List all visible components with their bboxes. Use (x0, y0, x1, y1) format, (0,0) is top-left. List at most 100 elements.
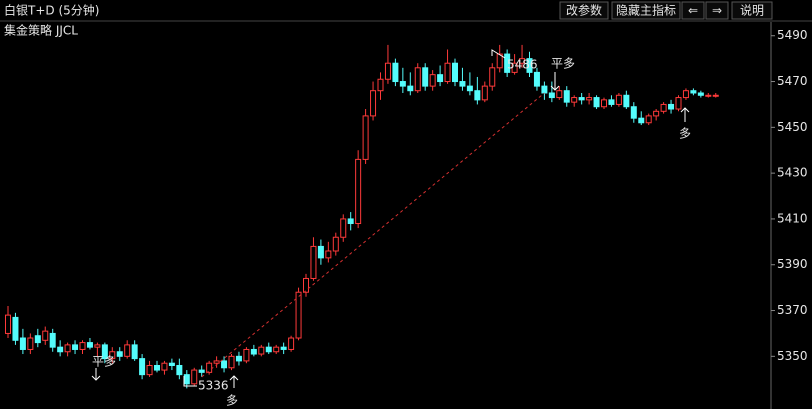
candle-body (705, 94, 712, 97)
y-tick-label: 5470 (777, 74, 808, 88)
candle-body (139, 358, 146, 376)
annotation: 5486 (507, 58, 538, 72)
toolbar-button[interactable] (731, 1, 773, 20)
toolbar-button[interactable] (611, 1, 681, 20)
y-tick-label: 5430 (777, 166, 808, 180)
candle-body (64, 344, 71, 353)
y-tick-label: 5350 (777, 349, 808, 363)
candle-body (161, 362, 168, 371)
candle-body (347, 218, 354, 225)
candle-body (638, 117, 645, 124)
toolbar-button-label[interactable]: 改参数 (566, 3, 602, 18)
candle-body (168, 362, 175, 366)
annotation-arrow (550, 72, 560, 91)
candle-body (42, 330, 49, 341)
candle-body (116, 351, 123, 357)
candle-body (273, 346, 280, 353)
candle-body (623, 94, 630, 108)
candle-body (414, 67, 421, 92)
candle-body (563, 90, 570, 103)
candle-body (303, 277, 309, 293)
candle-body (265, 346, 272, 353)
candle-body (317, 245, 324, 259)
candle-body (384, 62, 391, 80)
toolbar-button-label[interactable]: 说明 (740, 3, 764, 18)
candle-body (377, 78, 384, 92)
candle-body (206, 362, 213, 373)
candle-body (280, 346, 287, 350)
candle-body (235, 355, 242, 362)
candle-body (12, 316, 19, 341)
candle-body (124, 344, 131, 357)
candle-body (332, 236, 339, 252)
candle-body (221, 360, 228, 369)
candle-body (466, 85, 473, 92)
toolbar-button-label[interactable]: ⇐ (688, 4, 698, 18)
candle-body (355, 158, 362, 225)
annotation: 多 (226, 394, 238, 408)
annotation-arrow (91, 368, 101, 381)
candle-body (213, 360, 220, 364)
candle-body (474, 90, 481, 101)
candle-body (101, 344, 108, 360)
candle-body (608, 99, 615, 105)
candle-body (437, 74, 444, 83)
candle-body (154, 364, 160, 371)
candle-body (541, 85, 548, 94)
candle-body (325, 250, 332, 259)
candle-body (712, 94, 719, 97)
annotation: 平多 (92, 355, 116, 369)
candle-body (653, 110, 660, 117)
candle-body (601, 99, 607, 108)
candle-body (429, 74, 436, 87)
toolbar-button[interactable] (559, 1, 609, 20)
y-tick-label: 5390 (777, 257, 808, 271)
toolbar-button[interactable] (681, 1, 705, 20)
candle-body (340, 218, 347, 238)
candle-body (288, 337, 295, 350)
candle-body (578, 97, 585, 101)
toolbar-button-label[interactable]: ⇒ (712, 4, 722, 18)
candle-body (533, 71, 540, 87)
y-tick-label: 5490 (777, 28, 808, 42)
annotation-bracket (183, 376, 197, 387)
candle-body (19, 337, 26, 350)
candle-body (422, 67, 429, 87)
candle-body (526, 58, 533, 73)
toolbar-button[interactable] (705, 1, 729, 20)
candle-body (370, 90, 377, 117)
candle-body (250, 348, 257, 355)
candle-body (452, 62, 458, 83)
candle-body (444, 62, 451, 83)
candle-body (496, 53, 503, 69)
candle-body (593, 97, 600, 108)
candle-body (94, 344, 101, 348)
candle-body (556, 90, 563, 99)
candle-body (191, 369, 198, 385)
candle-body (690, 90, 697, 94)
candle-body (131, 344, 138, 360)
annotation: 5336 (198, 379, 229, 393)
candle-body (198, 369, 205, 373)
candle-body (34, 335, 41, 344)
annotation-bracket (491, 49, 506, 59)
y-tick-label: 5450 (777, 120, 808, 134)
candle-body (5, 314, 11, 334)
candle-body (504, 53, 511, 73)
candle-body (228, 355, 235, 369)
annotation-arrow (229, 375, 239, 388)
candle-body (668, 103, 675, 110)
toolbar-button-label[interactable]: 隐藏主指标 (616, 3, 676, 18)
candle-body (79, 342, 86, 350)
candle-body (586, 97, 593, 101)
candle-body (243, 348, 250, 362)
candle-body (362, 115, 369, 160)
candle-body (146, 364, 153, 376)
candle-body (392, 62, 399, 83)
candle-body (645, 115, 652, 124)
candle-body (399, 81, 406, 87)
annotation-arrow (680, 107, 690, 122)
